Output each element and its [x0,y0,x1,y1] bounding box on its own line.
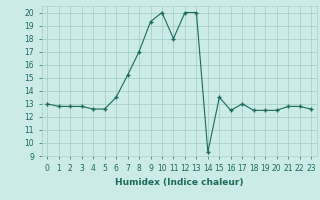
X-axis label: Humidex (Indice chaleur): Humidex (Indice chaleur) [115,178,244,187]
